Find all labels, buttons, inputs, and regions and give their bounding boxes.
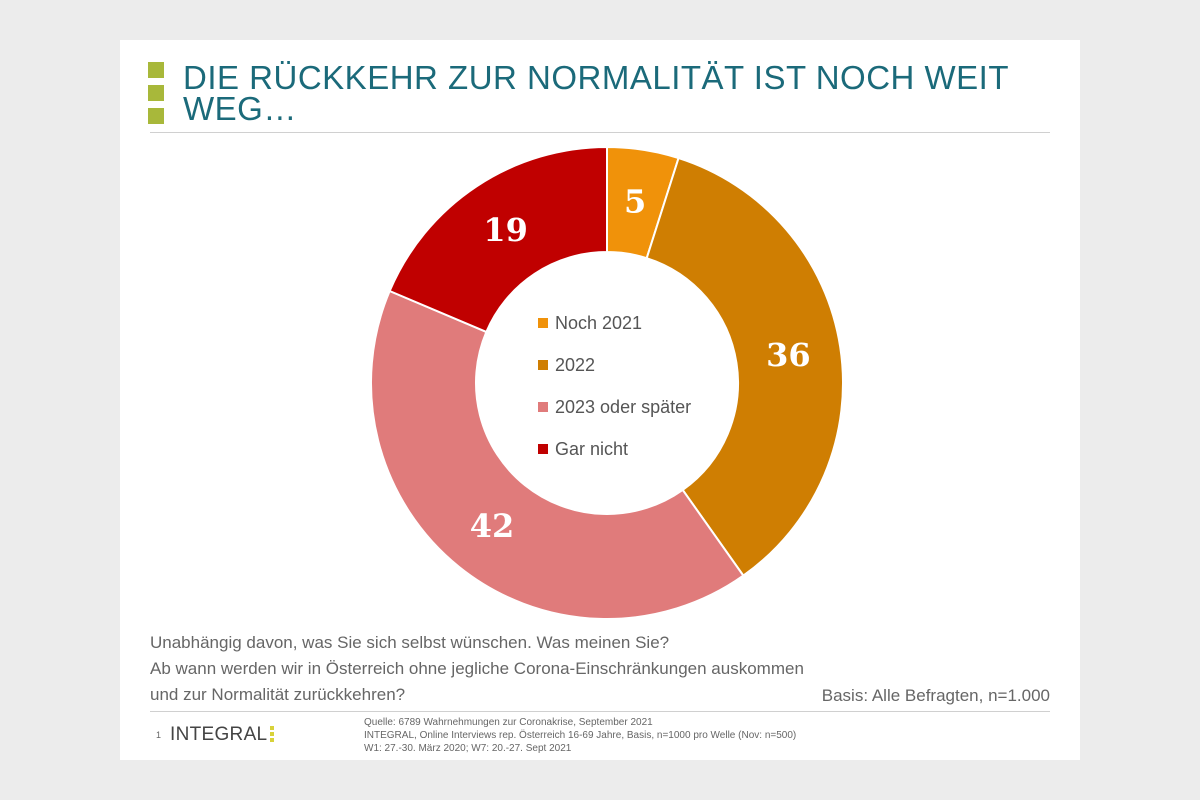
legend-label: Noch 2021 xyxy=(555,312,643,333)
slide-title: DIE RÜCKKEHR ZUR NORMALITÄT IST NOCH WEI… xyxy=(183,59,1009,127)
footer-divider xyxy=(150,711,1050,712)
legend-item: 2022 xyxy=(538,344,691,386)
title-divider xyxy=(150,132,1050,133)
legend-swatch xyxy=(538,444,548,454)
logo-text: INTEGRAL xyxy=(170,724,268,745)
legend-item: Gar nicht xyxy=(538,428,691,470)
question-line: Unabhängig davon, was Sie sich selbst wü… xyxy=(150,633,670,652)
source-line: INTEGRAL, Online Interviews rep. Österre… xyxy=(364,730,797,741)
integral-logo: INTEGRAL xyxy=(170,724,275,746)
question-line: und zur Normalität zurückkehren? xyxy=(150,685,406,704)
legend-item: Noch 2021 xyxy=(538,302,691,344)
page-number: 1 xyxy=(156,730,162,740)
legend-label: 2022 xyxy=(555,354,596,375)
donut-slice xyxy=(388,145,608,334)
slide: DIE RÜCKKEHR ZUR NORMALITÄT IST NOCH WEI… xyxy=(120,40,1080,760)
legend-swatch xyxy=(538,402,548,412)
legend-swatch xyxy=(538,360,548,370)
basis-note: Basis: Alle Befragten, n=1.000 xyxy=(821,686,1050,705)
donut-slice xyxy=(645,156,844,578)
data-label: 42 xyxy=(470,507,515,545)
data-label: 5 xyxy=(624,183,646,221)
source-line: W1: 27.-30. März 2020; W7: 20.-27. Sept … xyxy=(364,743,572,754)
legend-label: 2023 oder später xyxy=(555,396,692,417)
source-line: Quelle: 6789 Wahrnehmungen zur Coronakri… xyxy=(364,717,653,728)
legend-label: Gar nicht xyxy=(555,438,629,459)
source-note: Quelle: 6789 Wahrnehmungen zur Coronakri… xyxy=(364,716,796,755)
survey-question: Unabhängig davon, was Sie sich selbst wü… xyxy=(150,630,804,708)
legend-swatch xyxy=(538,318,548,328)
data-label: 36 xyxy=(766,336,811,374)
legend-item: 2023 oder später xyxy=(538,386,691,428)
question-line: Ab wann werden wir in Österreich ohne je… xyxy=(150,659,804,678)
logo-mark-icon xyxy=(270,725,275,744)
chart-legend: Noch 2021 2022 2023 oder später Gar nich… xyxy=(538,302,691,470)
donut-chart: 5 36 42 19 xyxy=(370,145,844,620)
data-label: 19 xyxy=(483,211,528,249)
title-bullets-icon xyxy=(148,62,164,131)
donut-slice xyxy=(370,289,745,620)
